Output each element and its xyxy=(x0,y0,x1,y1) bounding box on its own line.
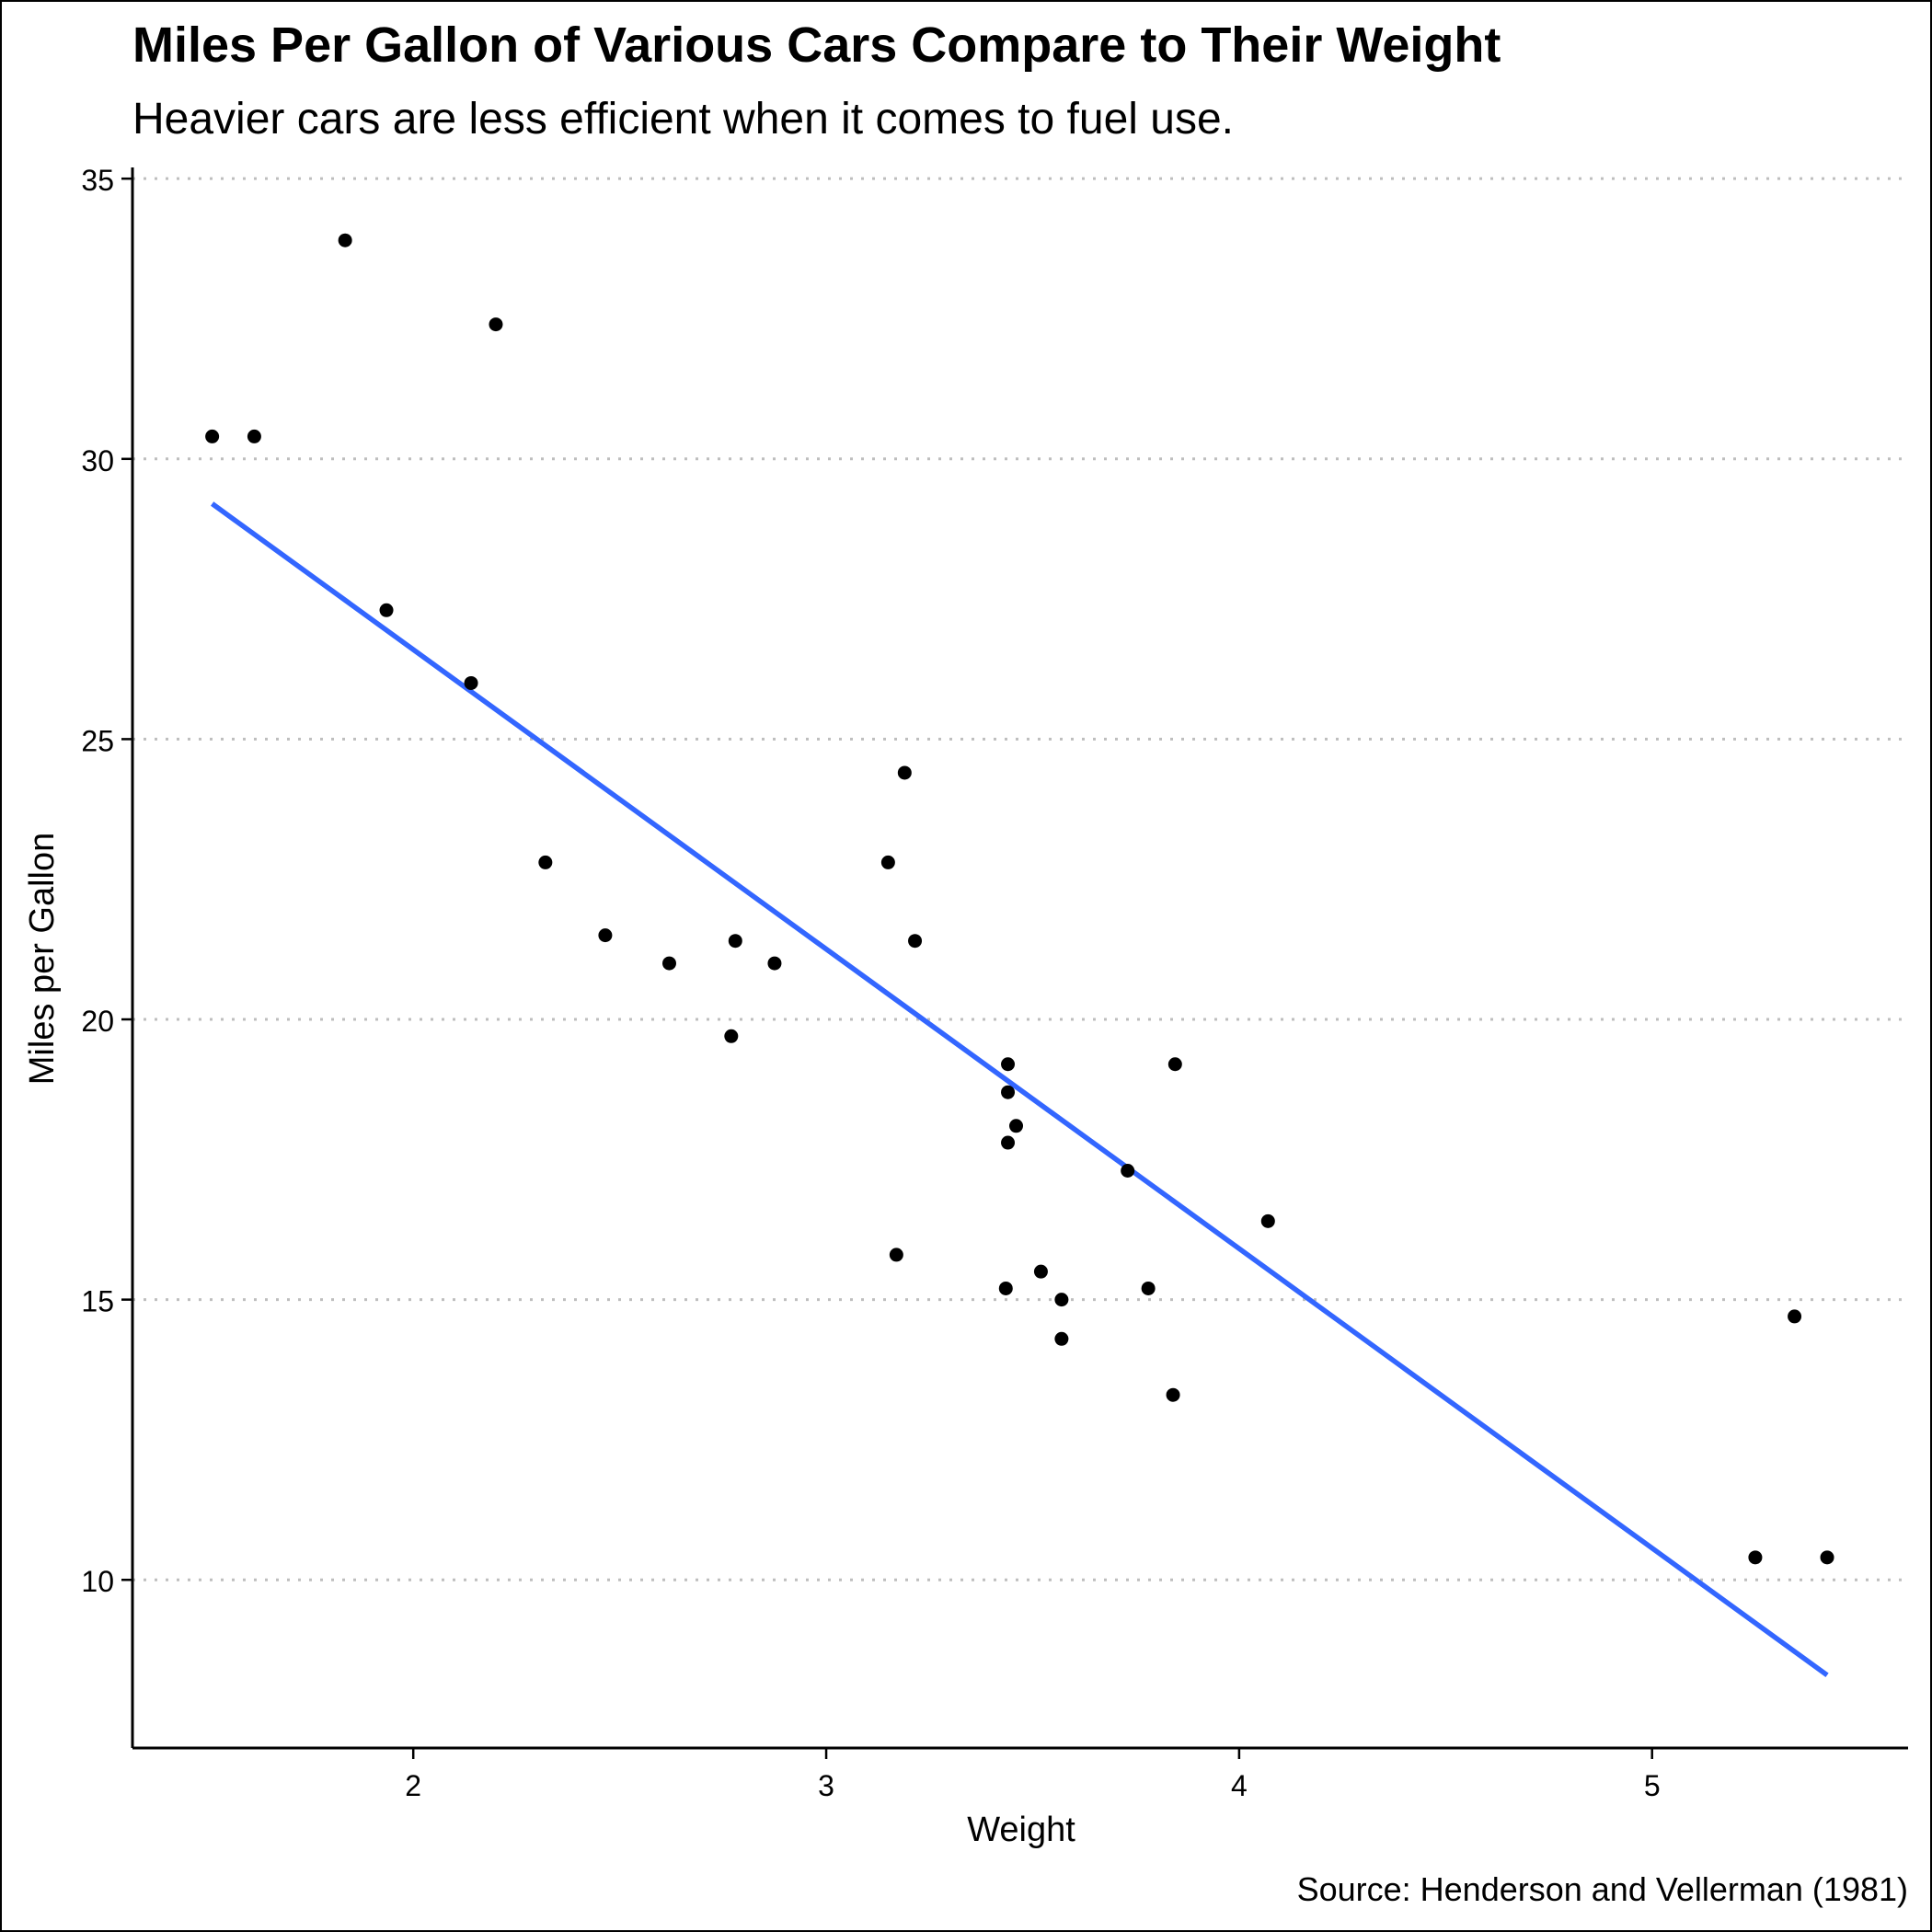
x-tick-label: 4 xyxy=(1231,1769,1248,1802)
data-point xyxy=(338,233,352,247)
data-point xyxy=(1788,1309,1802,1324)
y-tick-label: 20 xyxy=(81,1005,114,1038)
source-caption: Source: Henderson and Vellerman (1981) xyxy=(1297,1870,1908,1908)
data-point xyxy=(1054,1293,1069,1307)
chart-title: Miles Per Gallon of Various Cars Compare… xyxy=(132,17,1501,73)
data-point xyxy=(205,429,220,443)
data-point xyxy=(889,1248,903,1262)
data-point xyxy=(1054,1331,1069,1346)
data-point xyxy=(598,928,613,943)
data-point xyxy=(1141,1281,1156,1295)
trend-line xyxy=(211,501,1829,1678)
trend-layer xyxy=(211,501,1829,1678)
data-point xyxy=(1001,1135,1016,1150)
chart-subtitle: Heavier cars are less efficient when it … xyxy=(132,95,1234,144)
data-point xyxy=(1166,1387,1180,1402)
data-point xyxy=(1748,1550,1763,1565)
x-tick-label: 3 xyxy=(818,1769,834,1802)
y-tick-label: 30 xyxy=(81,444,114,477)
x-tick-label: 2 xyxy=(405,1769,421,1802)
x-tick-label: 5 xyxy=(1644,1769,1661,1802)
data-point xyxy=(661,956,676,971)
data-point xyxy=(1260,1213,1275,1228)
data-point xyxy=(1033,1264,1048,1279)
y-axis-label: Miles per Gallon xyxy=(23,833,62,1086)
data-point xyxy=(1009,1119,1024,1133)
data-point xyxy=(1001,1057,1016,1072)
data-point xyxy=(724,1029,739,1043)
data-point xyxy=(1167,1057,1182,1072)
gridlines xyxy=(132,177,1908,1581)
data-point xyxy=(897,765,912,780)
data-point xyxy=(379,603,394,617)
y-tick-label: 35 xyxy=(81,164,114,197)
y-tick-label: 10 xyxy=(81,1565,114,1598)
y-tick-label: 25 xyxy=(81,724,114,757)
x-axis-label: Weight xyxy=(967,1811,1075,1849)
data-point xyxy=(998,1281,1013,1295)
data-point xyxy=(489,317,503,332)
axes: 10 15 20 25 30 35 2 3 4 5 xyxy=(81,164,1908,1802)
data-point xyxy=(728,934,742,949)
data-point xyxy=(1820,1550,1834,1565)
data-point xyxy=(247,429,261,443)
data-point xyxy=(464,675,478,690)
data-point xyxy=(767,956,782,971)
data-point xyxy=(538,855,553,869)
data-point xyxy=(1121,1164,1135,1179)
data-point xyxy=(880,855,895,869)
data-point xyxy=(908,934,923,949)
y-tick-label: 15 xyxy=(81,1285,114,1318)
points-layer xyxy=(205,233,1834,1565)
data-point xyxy=(1001,1085,1016,1099)
